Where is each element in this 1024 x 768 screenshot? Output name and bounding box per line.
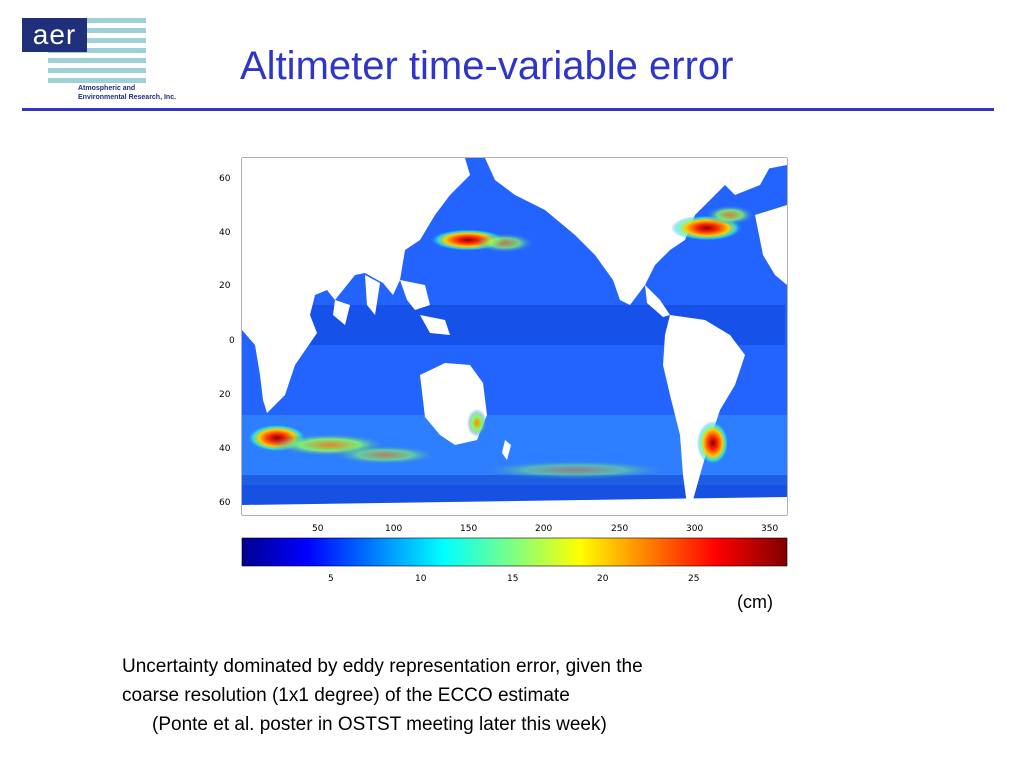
y-tick-label: 60 xyxy=(219,174,231,184)
caption-line3: (Ponte et al. poster in OSTST meeting la… xyxy=(152,714,607,735)
y-tick-label: 20 xyxy=(219,390,231,400)
colorbar-tick-label: 10 xyxy=(415,574,427,584)
colorbar-ticks: 5 10 15 20 25 xyxy=(328,574,699,584)
y-tick-label: 0 xyxy=(229,336,235,346)
error-map-figure: 60 40 20 0 20 40 60 50 100 150 200 250 3… xyxy=(215,155,795,615)
hotspot-brazil-malvinas xyxy=(697,421,729,465)
land-africa-eurasia xyxy=(242,158,470,413)
logo-company-line1: Atmospheric and xyxy=(78,85,136,92)
x-tick-label: 150 xyxy=(460,524,477,534)
x-axis: 50 100 150 200 250 300 350 xyxy=(312,524,778,534)
land-north-america xyxy=(485,158,787,305)
y-tick-label: 40 xyxy=(219,228,231,238)
logo-stripes xyxy=(48,18,146,96)
hotspot-east-australian xyxy=(467,409,487,437)
land-masses xyxy=(242,158,787,515)
colorbar-unit: (cm) xyxy=(737,592,773,612)
land-south-america xyxy=(663,315,745,505)
y-tick-label: 40 xyxy=(219,444,231,454)
error-map-svg: 60 40 20 0 20 40 60 50 100 150 200 250 3… xyxy=(219,157,788,584)
x-tick-label: 350 xyxy=(761,524,778,534)
y-tick-label: 60 xyxy=(219,498,231,508)
caption-line2: coarse resolution (1x1 degree) of the EC… xyxy=(122,685,570,706)
colorbar xyxy=(241,537,788,567)
land-antarctica xyxy=(242,497,787,515)
map-content xyxy=(242,158,787,515)
title-rule xyxy=(22,108,994,111)
colorbar-tick-label: 20 xyxy=(597,574,609,584)
logo-mark: aer xyxy=(22,18,87,52)
logo-company-name: Atmospheric and Environmental Research, … xyxy=(78,84,176,102)
caption-line1: Uncertainty dominated by eddy representa… xyxy=(122,656,643,677)
colorbar-tick-label: 15 xyxy=(507,574,518,584)
x-tick-label: 300 xyxy=(686,524,703,534)
hotspots xyxy=(247,205,755,480)
logo-company-line2: Environmental Research, Inc. xyxy=(78,94,177,101)
colorbar-tick-label: 25 xyxy=(688,574,699,584)
caption: Uncertainty dominated by eddy representa… xyxy=(122,652,643,739)
x-tick-label: 50 xyxy=(312,524,324,534)
aer-logo: aer Atmospheric and Environmental Resear… xyxy=(22,18,192,108)
y-axis: 60 40 20 0 20 40 60 xyxy=(219,174,235,508)
y-tick-label: 20 xyxy=(219,281,231,291)
x-tick-label: 250 xyxy=(611,524,628,534)
colorbar-tick-label: 5 xyxy=(328,574,334,584)
x-tick-label: 200 xyxy=(535,524,552,534)
x-tick-label: 100 xyxy=(385,524,402,534)
slide-title: Altimeter time-variable error xyxy=(240,44,734,88)
